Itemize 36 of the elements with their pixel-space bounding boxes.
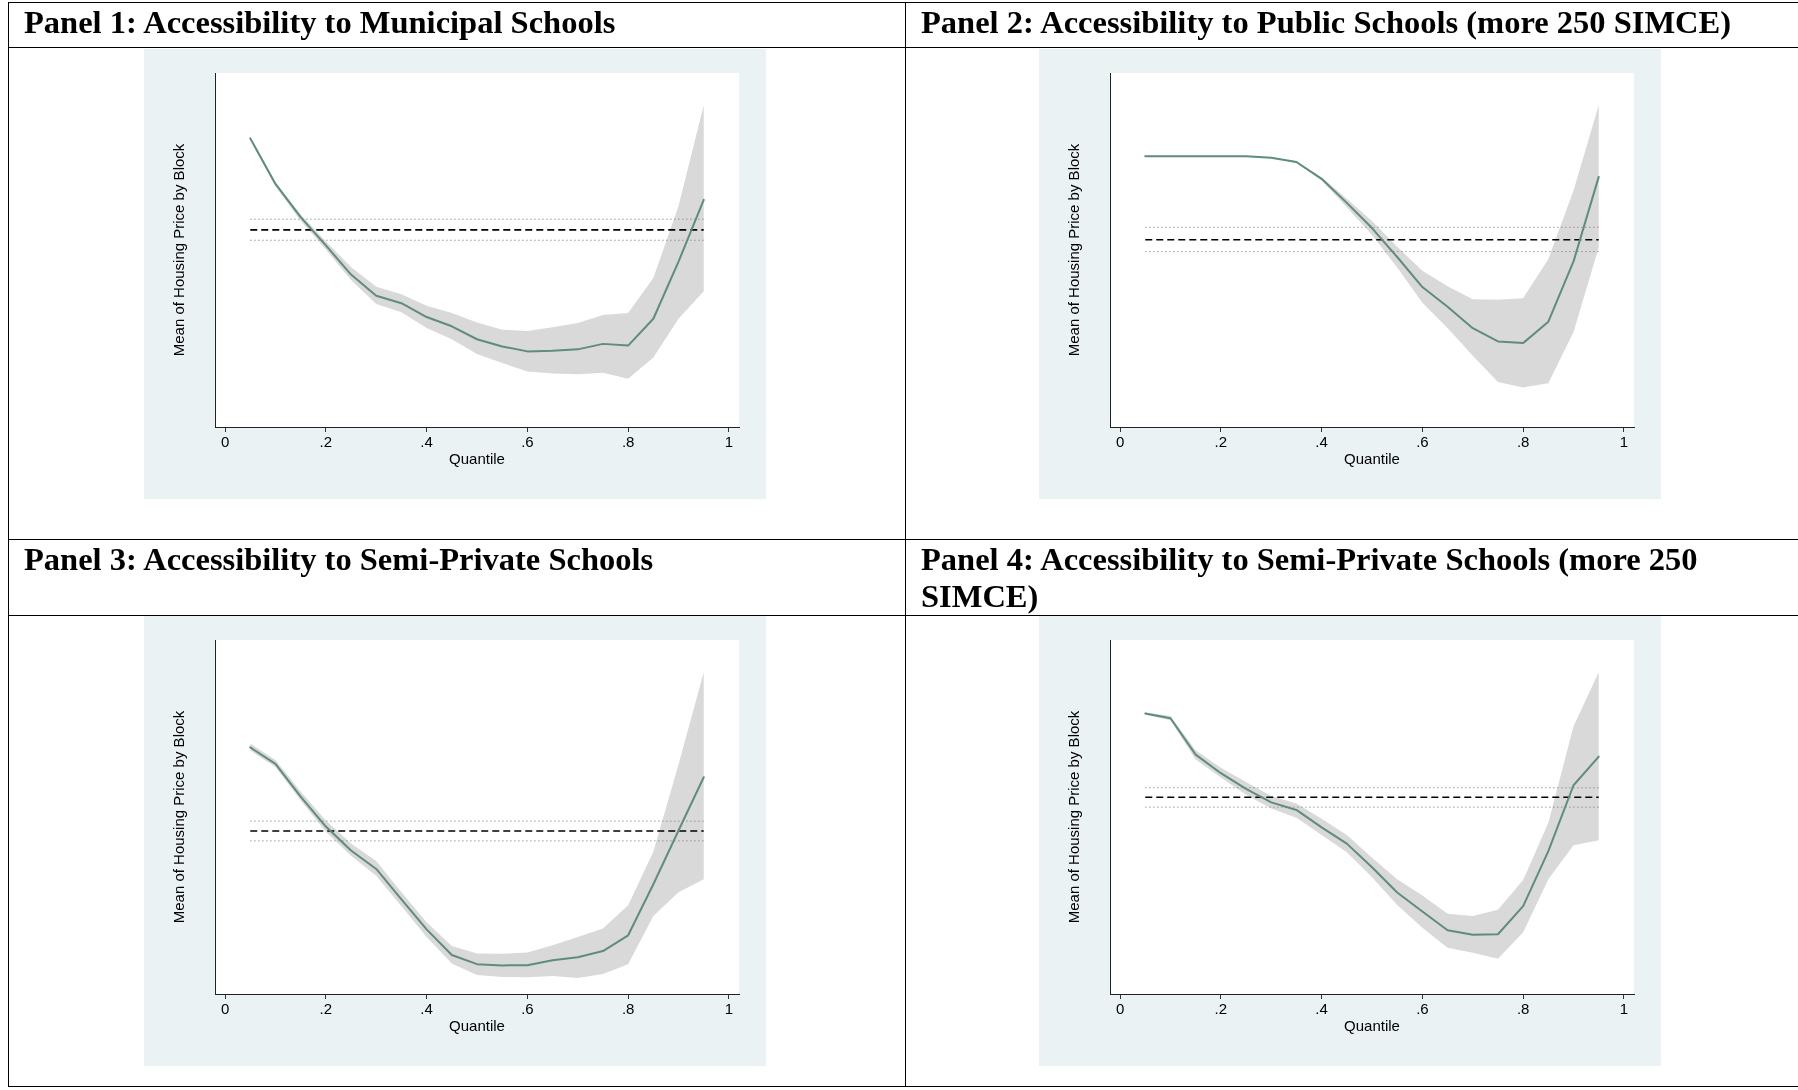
x-tick-label: .8 <box>1516 433 1530 451</box>
x-axis-title: Quantile <box>1344 450 1400 468</box>
y-axis-title: Mean of Housing Price by Block <box>1065 710 1083 924</box>
x-tick-label: .2 <box>319 433 333 451</box>
x-axis-title: Quantile <box>1344 1017 1400 1035</box>
x-tick-label: 0 <box>220 433 230 451</box>
x-tick-label: .6 <box>1416 1000 1429 1018</box>
chart-title: Panel 3: Accessibility to Semi-Private Schools <box>24 541 655 578</box>
y-axis-title: Mean of Housing Price by Block <box>170 143 188 357</box>
x-tick-label: .4 <box>420 433 433 451</box>
x-tick-label: 1 <box>1619 1000 1629 1018</box>
x-tick-label: 1 <box>724 433 734 451</box>
x-tick-label: .2 <box>319 1000 333 1018</box>
x-axis-title: Quantile <box>449 1017 505 1035</box>
x-tick-label: 0 <box>220 1000 230 1018</box>
x-axis-title: Quantile <box>449 450 505 468</box>
x-tick-label: 1 <box>1619 433 1629 451</box>
x-tick-label: .4 <box>1315 1000 1328 1018</box>
x-tick-label: .2 <box>1214 433 1228 451</box>
y-axis-title: Mean of Housing Price by Block <box>170 710 188 924</box>
x-tick-label: .2 <box>1214 1000 1228 1018</box>
x-tick-label: .6 <box>521 433 534 451</box>
chart-title: Panel 4: Accessibility to Semi-Private Schools (more 250 SIMCE) <box>921 541 1699 614</box>
x-tick-label: .4 <box>1315 433 1328 451</box>
x-tick-label: .8 <box>621 433 635 451</box>
x-tick-label: 0 <box>1115 433 1125 451</box>
x-tick-label: .6 <box>521 1000 534 1018</box>
y-axis-title: Mean of Housing Price by Block <box>1065 143 1083 357</box>
chart-title: Panel 2: Accessibility to Public Schools (more 250 SIMCE) <box>921 4 1733 41</box>
x-tick-label: .4 <box>420 1000 433 1018</box>
x-tick-label: 0 <box>1115 1000 1125 1018</box>
x-tick-label: .8 <box>1516 1000 1530 1018</box>
x-tick-label: 1 <box>724 1000 734 1018</box>
x-tick-label: .8 <box>621 1000 635 1018</box>
x-tick-label: .6 <box>1416 433 1429 451</box>
chart-title: Panel 1: Accessibility to Municipal Schools <box>24 4 617 41</box>
